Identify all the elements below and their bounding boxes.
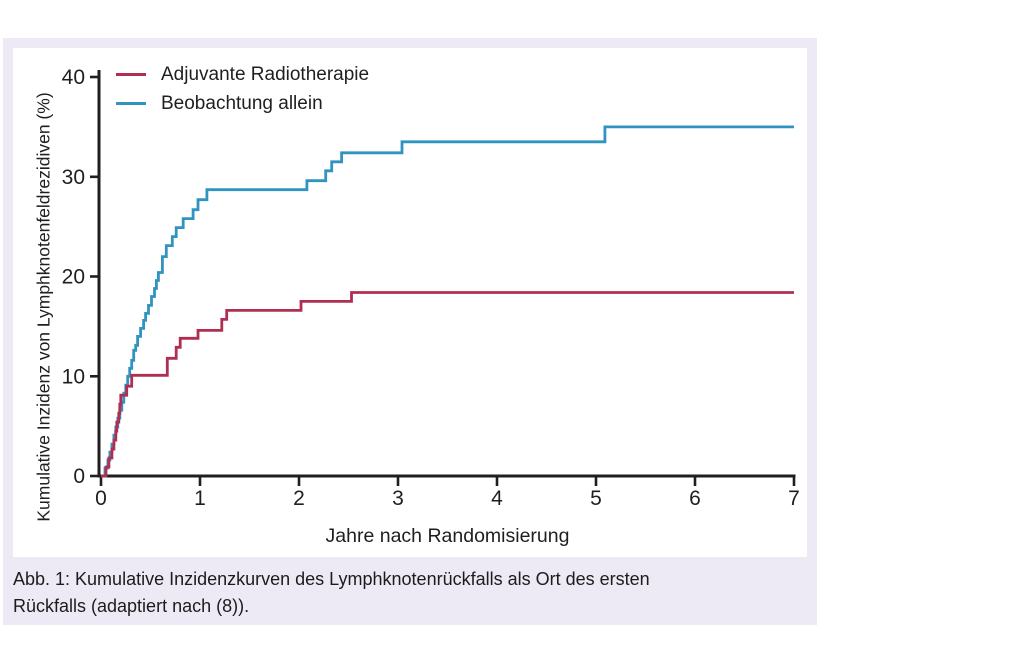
legend-blue-line-swatch [116,101,146,106]
x-tick-label: 7 [788,487,800,510]
x-tick-label: 3 [392,487,404,510]
y-tick-label: 10 [62,365,85,388]
figure-panel: 0 10 20 30 40 0 1 2 3 4 5 6 7 Adjuvante Radiotherapi… [3,38,817,625]
y-tick-label: 0 [73,465,85,488]
y-axis-title: Kumulative Inzidenz von Lymphknotenfeldr… [33,92,54,522]
y-tick-label: 20 [62,266,85,289]
x-tick-label: 5 [590,487,602,510]
x-tick-label: 6 [689,487,701,510]
x-tick-label: 2 [293,487,305,510]
legend-label-adjuvante-radiotherapie: Adjuvante Radiotherapie [161,63,370,85]
x-tick-label: 0 [95,487,107,510]
y-tick-label: 40 [62,66,85,89]
legend-item-beobachtung-allein: Beobachtung allein [116,91,369,116]
caption-line-1: Abb. 1: Kumulative Inzidenzkurven des Ly… [13,569,650,589]
chart-area: 0 10 20 30 40 0 1 2 3 4 5 6 7 Adjuvante Radiotherapi… [13,48,807,557]
legend: Adjuvante Radiotherapie Beobachtung alle… [116,62,369,116]
figure-caption: Abb. 1: Kumulative Inzidenzkurven des Ly… [13,566,650,620]
x-axis-title: Jahre nach Randomisierung [325,525,570,547]
legend-label-beobachtung-allein: Beobachtung allein [161,92,323,114]
legend-item-adjuvante-radiotherapie: Adjuvante Radiotherapie [116,62,369,87]
caption-line-2: Rückfalls (adaptiert nach (8)). [13,596,250,616]
x-tick-label: 1 [194,487,206,510]
x-tick-label: 4 [491,487,503,510]
chart-plot: 0 10 20 30 40 0 1 2 3 4 5 6 7 [62,66,800,510]
legend-red-line-swatch [116,72,146,77]
y-tick-label: 30 [62,166,85,189]
series-line-adjuvante-radiotherapie [101,291,794,478]
series-line-beobachtung-allein [101,125,794,478]
